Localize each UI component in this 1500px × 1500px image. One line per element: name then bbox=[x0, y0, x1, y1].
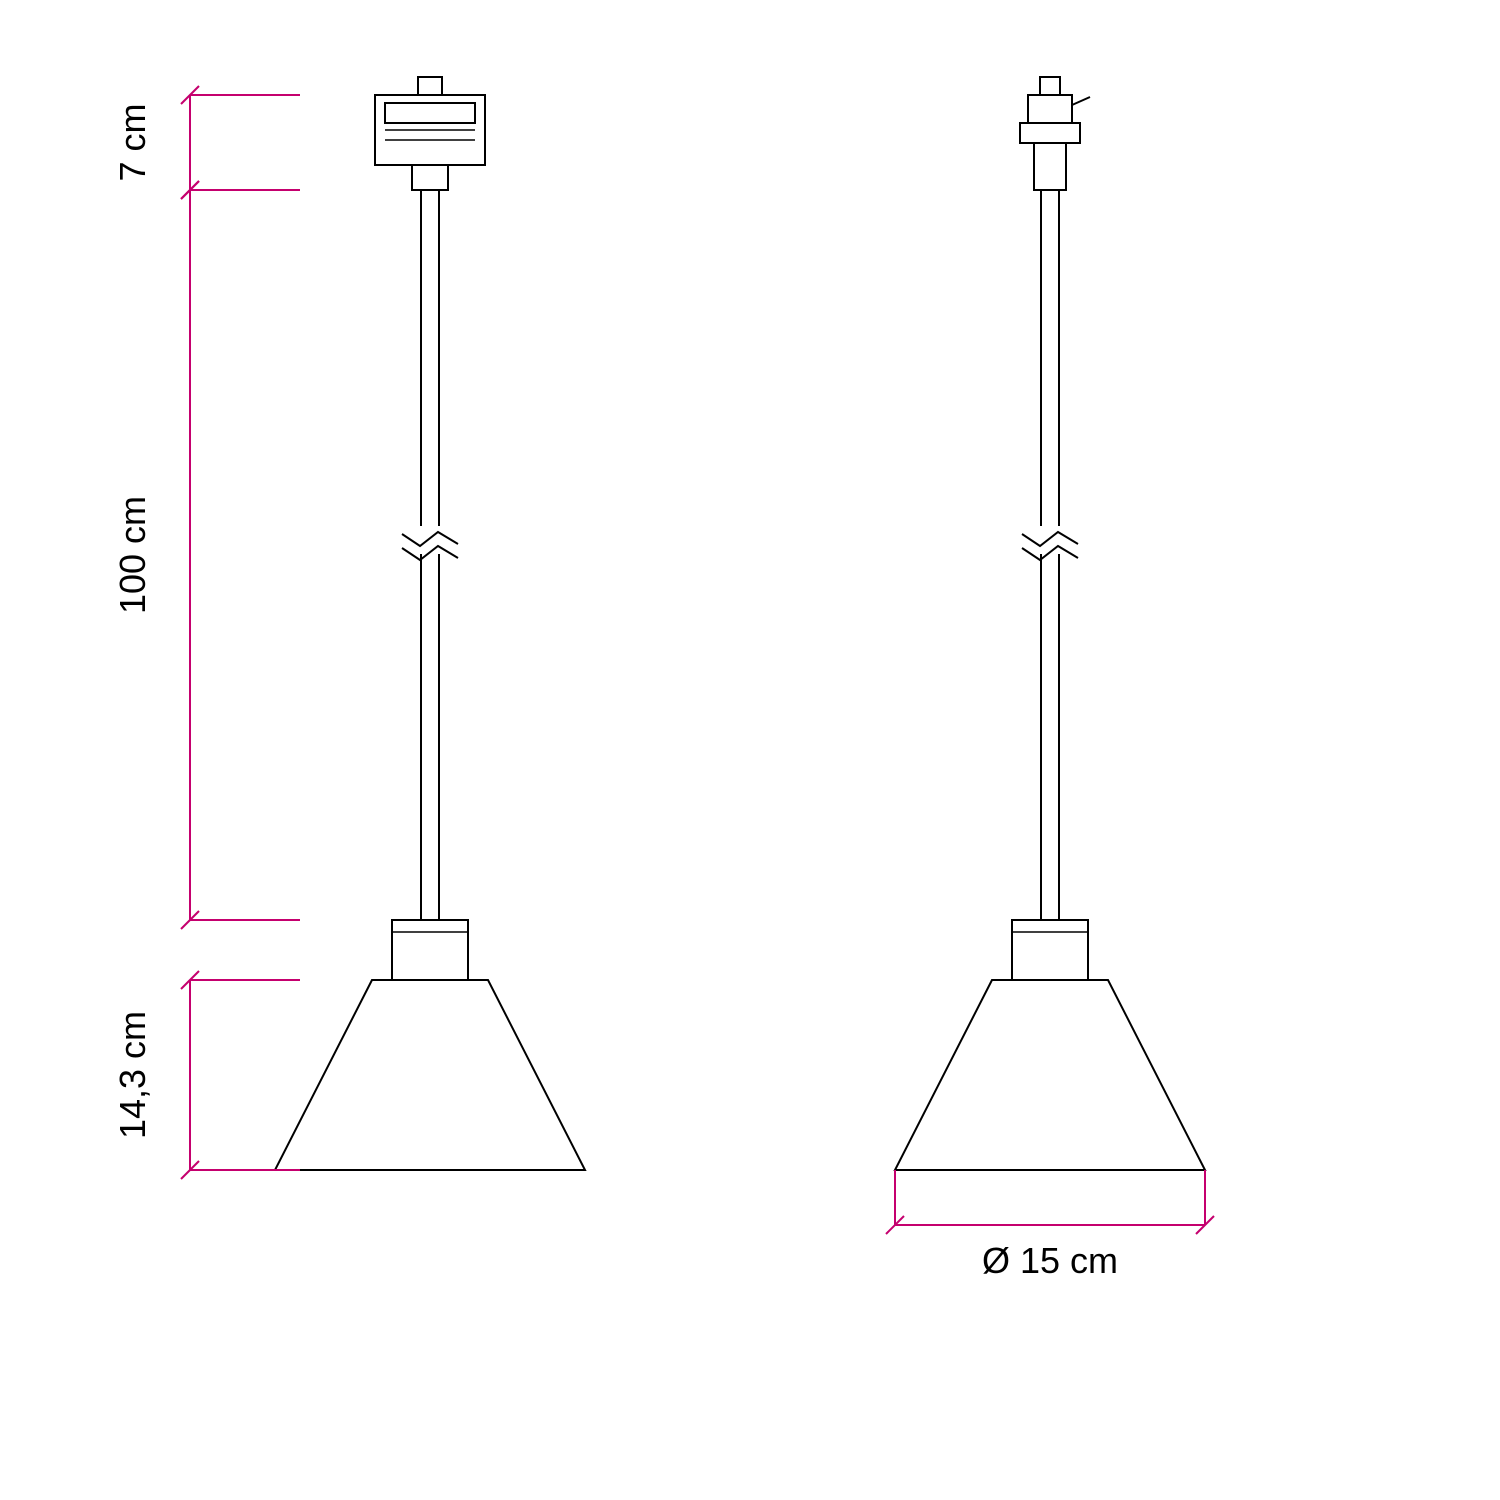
dim-label: 100 cm bbox=[112, 496, 153, 614]
dim-label: Ø 15 cm bbox=[982, 1240, 1118, 1281]
dim-label: 14,3 cm bbox=[112, 1011, 153, 1139]
dim-label: 7 cm bbox=[112, 103, 153, 181]
